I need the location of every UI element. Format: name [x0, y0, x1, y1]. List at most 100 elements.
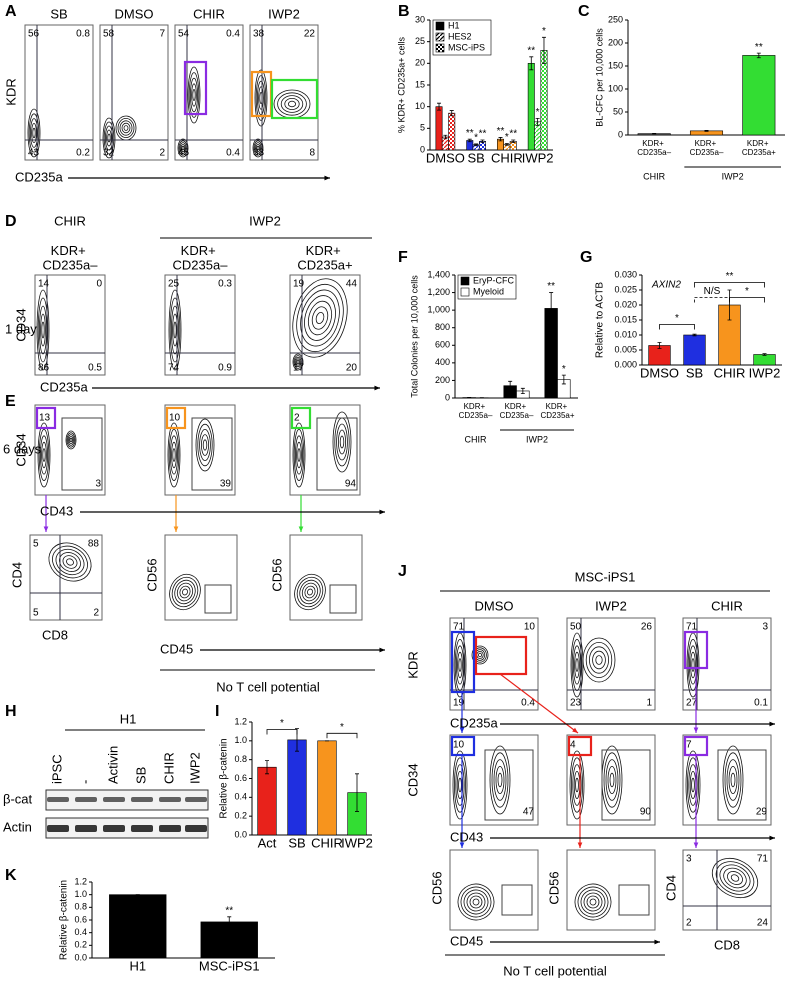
quadrant-value: 45 [178, 148, 190, 159]
contour [491, 752, 509, 808]
contour [295, 358, 301, 366]
quadrant-value: 71 [757, 854, 769, 865]
contour [103, 121, 115, 155]
lane-label: iPSC [49, 754, 64, 784]
contour [311, 306, 329, 330]
y-tick-label: 1.2 [234, 716, 247, 726]
gate-value: 10 [169, 413, 181, 424]
gate-value: 94 [345, 479, 357, 490]
contour [170, 305, 179, 355]
bar [200, 921, 258, 959]
panel-title: MSC-iPS1 [575, 569, 636, 584]
contour [179, 142, 187, 154]
quadrant-value: 71 [453, 622, 465, 633]
condition-label: SB [50, 6, 67, 21]
axis-label: KDR [3, 78, 18, 105]
arrow-head [654, 939, 660, 945]
contour [38, 428, 50, 481]
quadrant-value: 5 [33, 539, 39, 550]
error-bar [529, 56, 534, 71]
legend-label: EryP-CFC [473, 275, 514, 285]
lane-label: IWP2 [187, 752, 202, 784]
contour [589, 646, 610, 674]
legend-frame [457, 274, 517, 300]
gate [165, 406, 187, 430]
contour [687, 757, 700, 813]
contour [121, 122, 131, 134]
quadrant-value: 0.4 [226, 29, 240, 40]
y-tick-label: 1.0 [234, 735, 247, 745]
bar [683, 334, 706, 366]
error-bar [504, 143, 509, 146]
contour [176, 582, 194, 602]
bar [742, 55, 776, 136]
contour [332, 411, 352, 473]
axis-label: % KDR+ CD235a+ cells [396, 36, 406, 133]
contour [191, 83, 197, 107]
contour [255, 143, 261, 152]
legend-swatch [435, 32, 445, 42]
panel-letter: C [578, 3, 590, 20]
y-tick-label: 1.2 [74, 876, 87, 886]
quadrant-value: 0.2 [76, 148, 90, 159]
gate [270, 78, 319, 120]
contour [315, 311, 325, 325]
annotation: ** [726, 271, 734, 282]
quadrant-value: 74 [168, 363, 180, 374]
gate [329, 584, 357, 614]
contour [589, 898, 597, 906]
axis-label: CD56 [269, 558, 284, 591]
contour [55, 548, 85, 576]
contour [339, 435, 345, 449]
chart-title: AXIN2 [651, 280, 681, 291]
quadrant-value: 2 [93, 608, 99, 619]
quadrant-value: 0.5 [88, 363, 102, 374]
gate [183, 60, 208, 116]
axis-label: CD235a [40, 379, 88, 394]
error-bar [227, 916, 232, 928]
y-tick-label: 0.000 [614, 359, 637, 369]
bar [109, 894, 167, 959]
contour [65, 430, 77, 450]
gate-value: 7 [686, 740, 692, 751]
contour [722, 745, 744, 815]
bar [753, 354, 776, 366]
contour [32, 127, 36, 139]
error-bar [541, 36, 546, 64]
contour [287, 100, 296, 108]
contour [471, 645, 489, 665]
contour [254, 142, 262, 154]
y-tick-label: 800 [435, 322, 450, 332]
axis-label: Relative β-catenin [219, 738, 230, 818]
panel-letter: J [398, 563, 407, 580]
y-tick-label: 25 [415, 36, 425, 46]
bar [534, 121, 542, 151]
contour [167, 422, 181, 488]
contour [255, 75, 267, 121]
quadrant-value: 0 [96, 279, 102, 290]
x-tick-label: MSC-iPS1 [199, 958, 260, 973]
error-bar [756, 52, 761, 59]
group-label: IWP2 [722, 171, 744, 181]
contour [577, 886, 609, 918]
contour [453, 757, 466, 813]
contour [107, 133, 111, 143]
significance: * [505, 132, 509, 143]
axis-label: Relative to ACTB [595, 282, 606, 358]
group-label: CHIR [643, 171, 665, 181]
quadrant-value: 3 [686, 854, 692, 865]
error-bar [692, 333, 697, 337]
band [159, 797, 181, 802]
contour [188, 72, 200, 118]
quadrant-value: 0.4 [226, 148, 240, 159]
arrow-head [298, 526, 304, 532]
gate-value: 10 [453, 740, 465, 751]
contour [307, 300, 333, 336]
gate-value: 47 [523, 807, 535, 818]
contour [304, 585, 316, 599]
contour [711, 857, 759, 899]
contour [62, 555, 78, 569]
quadrant-value: 26 [641, 622, 653, 633]
contour [256, 80, 265, 116]
annotation: * [280, 718, 284, 729]
